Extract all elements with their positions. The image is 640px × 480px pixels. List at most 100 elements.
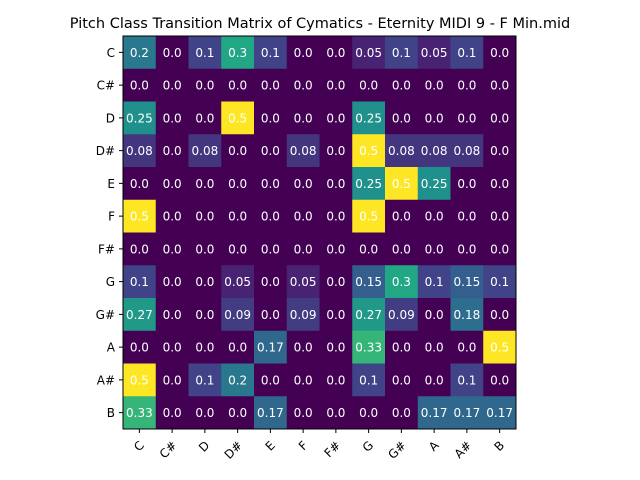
cell-value-label: 0.0 xyxy=(294,406,313,420)
cell-value-label: 0.5 xyxy=(359,210,378,224)
cell-value-label: 0.0 xyxy=(228,406,247,420)
x-tick-label: F# xyxy=(322,438,344,460)
cell-value-label: 0.1 xyxy=(261,46,280,60)
heatmap-cell xyxy=(123,363,157,397)
heatmap-cell xyxy=(254,396,288,430)
heatmap-cell xyxy=(286,396,320,430)
cell-value-label: 0.0 xyxy=(261,210,280,224)
heatmap-cell xyxy=(286,232,320,266)
heatmap-cell xyxy=(286,167,320,201)
cell-value-label: 0.0 xyxy=(457,242,476,256)
heatmap-cell xyxy=(417,298,451,332)
cell-value-label: 0.0 xyxy=(163,79,182,93)
cell-value-label: 0.5 xyxy=(392,177,411,191)
cell-value-label: 0.0 xyxy=(490,111,509,125)
cell-value-label: 0.0 xyxy=(490,144,509,158)
y-tick-label: D# xyxy=(96,144,115,158)
x-tick-label: D# xyxy=(222,438,246,462)
cell-value-label: 0.1 xyxy=(359,373,378,387)
x-tick-label: A xyxy=(426,438,442,454)
heatmap-cell xyxy=(221,265,255,299)
heatmap-cell xyxy=(450,396,484,430)
heatmap-cell xyxy=(385,330,419,364)
heatmap-cell xyxy=(417,330,451,364)
heatmap-cell xyxy=(155,330,189,364)
x-tick-label: G xyxy=(360,438,376,454)
cell-value-label: 0.0 xyxy=(294,111,313,125)
cell-value-label: 0.0 xyxy=(392,210,411,224)
cell-value-label: 0.0 xyxy=(261,144,280,158)
heatmap-cell xyxy=(221,36,255,70)
cell-value-label: 0.05 xyxy=(421,46,448,60)
cell-value-label: 0.0 xyxy=(228,79,247,93)
heatmap-cell xyxy=(319,330,353,364)
x-tick-label: D xyxy=(196,438,212,454)
heatmap-cell xyxy=(254,265,288,299)
heatmap-cell xyxy=(254,134,288,168)
cell-value-label: 0.0 xyxy=(326,242,345,256)
cell-value-label: 0.0 xyxy=(195,210,214,224)
cell-value-label: 0.15 xyxy=(454,275,481,289)
heatmap-cell xyxy=(221,68,255,102)
heatmap-cell xyxy=(385,167,419,201)
x-axis: C C# D D# E F F# G G# A A# B xyxy=(131,429,507,462)
heatmap-cell xyxy=(319,101,353,135)
cell-value-label: 0.0 xyxy=(163,341,182,355)
heatmap-cell xyxy=(319,298,353,332)
cell-value-label: 0.0 xyxy=(163,308,182,322)
heatmap-cell xyxy=(385,265,419,299)
heatmap-cell xyxy=(188,101,222,135)
cell-value-label: 0.0 xyxy=(261,373,280,387)
cell-value-label: 0.0 xyxy=(294,177,313,191)
y-tick-label: A# xyxy=(97,373,115,387)
heatmap-cell xyxy=(450,265,484,299)
heatmap-cell xyxy=(123,36,157,70)
heatmap-cell xyxy=(450,330,484,364)
cell-value-label: 0.3 xyxy=(392,275,411,289)
heatmap-cell xyxy=(483,134,517,168)
cell-value-label: 0.0 xyxy=(261,308,280,322)
cell-value-label: 0.1 xyxy=(130,275,149,289)
cell-value-label: 0.05 xyxy=(224,275,251,289)
cell-value-label: 0.0 xyxy=(163,46,182,60)
heatmap-cell xyxy=(483,36,517,70)
cell-value-label: 0.33 xyxy=(126,406,153,420)
heatmap-cell xyxy=(188,363,222,397)
cell-value-label: 0.0 xyxy=(261,177,280,191)
heatmap-cell xyxy=(254,101,288,135)
cell-value-label: 0.0 xyxy=(425,210,444,224)
cell-value-label: 0.0 xyxy=(457,210,476,224)
cell-value-label: 0.15 xyxy=(355,275,382,289)
heatmap-cell xyxy=(483,396,517,430)
cell-value-label: 0.0 xyxy=(163,275,182,289)
heatmap-cell xyxy=(188,199,222,233)
x-tick-label: F xyxy=(296,438,311,453)
cell-value-label: 0.1 xyxy=(392,46,411,60)
heatmap-cell xyxy=(450,298,484,332)
heatmap-cell xyxy=(123,167,157,201)
cell-value-label: 0.0 xyxy=(163,242,182,256)
cell-value-label: 0.0 xyxy=(195,177,214,191)
heatmap-cell xyxy=(319,134,353,168)
cell-value-label: 0.0 xyxy=(261,275,280,289)
cell-value-label: 0.25 xyxy=(421,177,448,191)
cell-value-label: 0.1 xyxy=(425,275,444,289)
cell-value-label: 0.3 xyxy=(228,46,247,60)
heatmap-cell xyxy=(123,101,157,135)
heatmap-cell xyxy=(188,298,222,332)
cell-value-label: 0.17 xyxy=(257,406,284,420)
heatmap-cell xyxy=(254,36,288,70)
heatmap-cell xyxy=(286,330,320,364)
heatmap-cell xyxy=(123,298,157,332)
cell-value-label: 0.0 xyxy=(490,242,509,256)
plot-frame xyxy=(122,35,517,430)
cell-value-label: 0.0 xyxy=(130,341,149,355)
heatmap-cell xyxy=(254,330,288,364)
cell-value-label: 0.0 xyxy=(425,373,444,387)
cell-value-label: 0.0 xyxy=(326,210,345,224)
cell-value-label: 0.0 xyxy=(326,46,345,60)
cell-value-label: 0.0 xyxy=(490,79,509,93)
heatmap-cell xyxy=(352,36,386,70)
heatmap-cell xyxy=(286,134,320,168)
